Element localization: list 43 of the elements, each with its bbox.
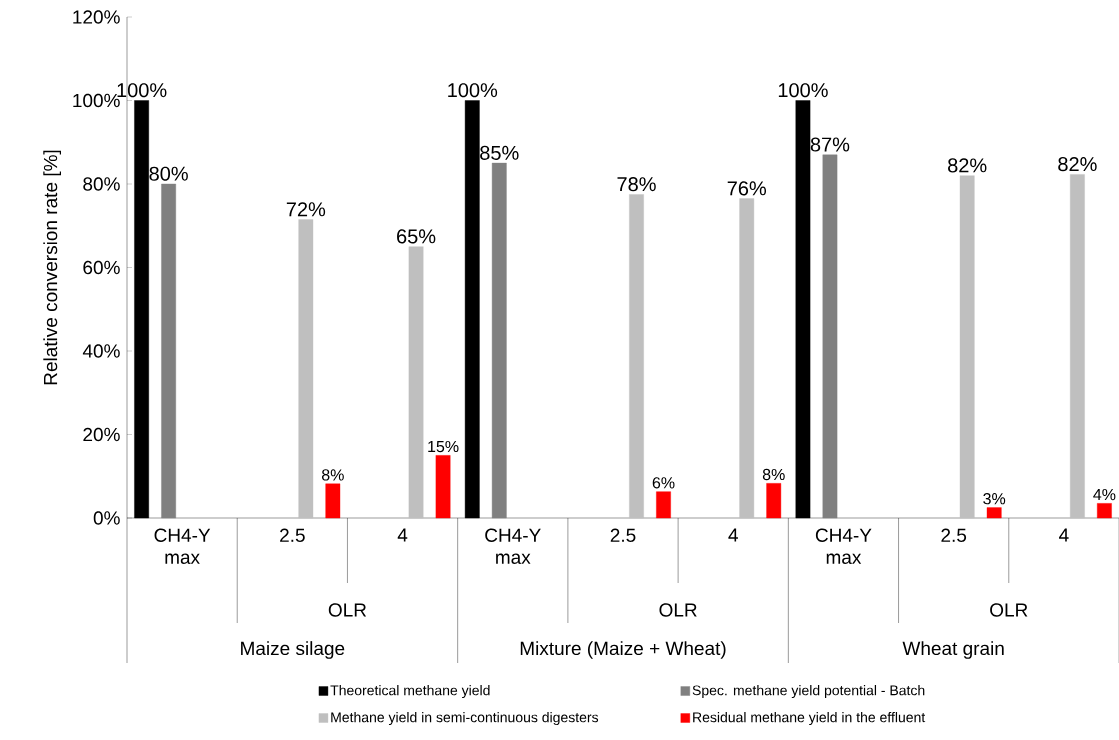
data-label: 100% — [448, 83, 498, 98]
legend-label: Methane yield in semi-continuous digesters — [331, 712, 599, 726]
data-label: 15% — [428, 440, 459, 453]
y-tick-label: 20% — [83, 427, 120, 442]
legend-label: Theoretical methane yield — [330, 685, 490, 699]
text: Mixture (Maize + Wheat) — [520, 641, 726, 659]
data-label: 76% — [727, 181, 767, 196]
text: OLR — [990, 603, 1028, 617]
y-tick-label: 40% — [82, 344, 120, 358]
data-label: 8% — [762, 468, 785, 481]
x-tick-label: 2.5 — [280, 528, 305, 542]
text: OLR — [659, 603, 697, 617]
data-label: 87% — [810, 137, 850, 152]
x-tick-label: CH4-Y max — [154, 528, 211, 564]
y-tick-label: 60% — [83, 260, 120, 275]
x-tick-label: 4 — [728, 528, 738, 542]
y-tick-label: 80% — [83, 177, 120, 191]
text: OLR — [328, 603, 367, 617]
data-label: 82% — [948, 158, 987, 173]
x-tick-label: 4 — [397, 528, 408, 542]
data-label: 4% — [1093, 488, 1116, 501]
data-label: 78% — [617, 177, 656, 192]
x-tick-label: 2.5 — [610, 528, 636, 542]
text: Wheat grain — [902, 641, 1004, 659]
data-label: 85% — [480, 145, 519, 160]
legend-label: Residual methane yield in the effluent — [693, 712, 926, 726]
data-label: 3% — [983, 493, 1006, 505]
y-axis-title: Relative conversion rate [%] — [43, 150, 61, 385]
data-label: 6% — [652, 477, 675, 489]
data-label: 65% — [397, 229, 436, 244]
data-label: 72% — [286, 202, 326, 217]
x-tick-label: 4 — [1059, 528, 1069, 542]
data-label: 82% — [1058, 157, 1097, 172]
data-label: 80% — [149, 166, 188, 181]
y-tick-label: 120% — [73, 10, 120, 24]
x-tick-label: CH4-Y max — [485, 528, 541, 564]
x-tick-label: CH4-Y max — [815, 528, 872, 564]
legend-label: Spec. methane yield potential - Batch — [692, 685, 925, 699]
data-label: 100% — [778, 83, 828, 98]
y-tick-label: 0% — [93, 511, 120, 525]
data-label: 8% — [321, 469, 344, 481]
text: Maize silage — [241, 641, 345, 659]
x-tick-label: 2.5 — [941, 528, 967, 542]
